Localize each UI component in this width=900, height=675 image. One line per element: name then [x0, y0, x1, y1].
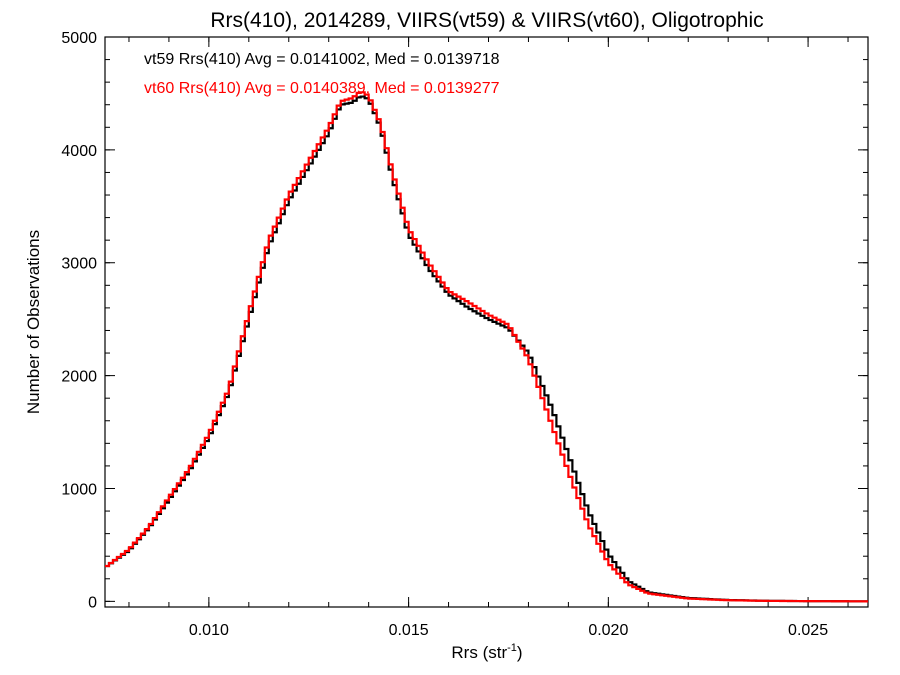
series-vt60-line [105, 91, 868, 603]
axis-ticks [105, 36, 868, 607]
x-tick-label: 0.025 [788, 622, 828, 639]
x-tick-label: 0.020 [588, 622, 628, 639]
x-axis-label-main: Rrs (str [451, 643, 507, 662]
y-axis-label: Number of Observations [24, 230, 43, 414]
legend-entry-vt59: vt59 Rrs(410) Avg = 0.0141002, Med = 0.0… [144, 51, 500, 68]
y-tick-label: 5000 [61, 30, 97, 47]
x-tick-label: 0.015 [389, 622, 429, 639]
x-axis-label: Rrs (str-1) [451, 642, 522, 662]
x-axis-label-suffix: ) [517, 643, 523, 662]
plot-area [104, 36, 869, 608]
chart-title: Rrs(410), 2014289, VIIRS(vt59) & VIIRS(v… [210, 9, 763, 32]
plot-frame [104, 36, 869, 608]
y-tick-label: 4000 [61, 143, 97, 160]
series-layer [105, 91, 868, 603]
x-tick-label: 0.010 [189, 622, 229, 639]
legend-entry-vt60: vt60 Rrs(410) Avg = 0.0140389, Med = 0.0… [144, 80, 500, 97]
y-tick-label: 3000 [61, 256, 97, 273]
y-tick-label: 0 [88, 594, 97, 611]
y-tick-label: 1000 [61, 481, 97, 498]
x-axis-label-superscript: -1 [507, 642, 517, 654]
axis-tick-labels: 0.010 0.015 0.020 0.025 0 1000 2000 3000 4000 500… [61, 30, 828, 639]
legend: vt59 Rrs(410) Avg = 0.0141002, Med = 0.0… [144, 51, 500, 97]
y-tick-label: 2000 [61, 369, 97, 386]
series-vt59-line [105, 95, 868, 603]
